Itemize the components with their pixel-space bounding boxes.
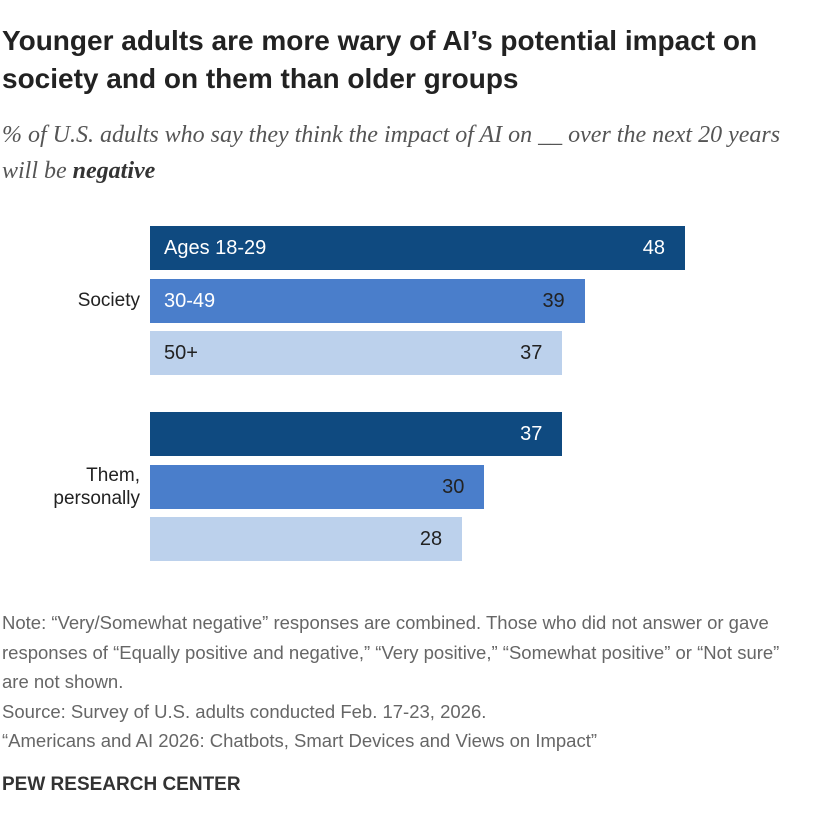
bar [150, 464, 485, 509]
source: Source: Survey of U.S. adults conducted … [2, 701, 487, 722]
chart-subtitle: % of U.S. adults who say they think the … [2, 117, 820, 189]
series-label: 30-49 [164, 289, 216, 312]
credit: PEW RESEARCH CENTER [2, 774, 241, 795]
report: “Americans and AI 2026: Chatbots, Smart … [2, 730, 598, 751]
subtitle-emphasis: negative [72, 158, 156, 184]
subtitle-text: % of U.S. adults who say they think the … [2, 122, 781, 184]
category-label: Society [77, 290, 140, 312]
value-label: 28 [419, 528, 443, 550]
bar [150, 226, 685, 270]
bar [150, 517, 463, 561]
value-label: 37 [520, 423, 543, 445]
category-label: Them, personally [53, 464, 140, 509]
series-label: 50+ [164, 342, 198, 364]
note: Note: “Very/Somewhat negative” responses… [2, 612, 780, 692]
bar [150, 278, 585, 323]
chart-title: Younger adults are more wary of AI’s pot… [2, 25, 758, 94]
series-label: Ages 18-29 [164, 237, 267, 259]
value-label: 48 [642, 237, 665, 259]
value-label: 30 [442, 475, 465, 498]
value-label: 39 [542, 289, 565, 312]
bar [150, 331, 563, 375]
value-label: 37 [520, 342, 543, 364]
bar [150, 412, 563, 456]
